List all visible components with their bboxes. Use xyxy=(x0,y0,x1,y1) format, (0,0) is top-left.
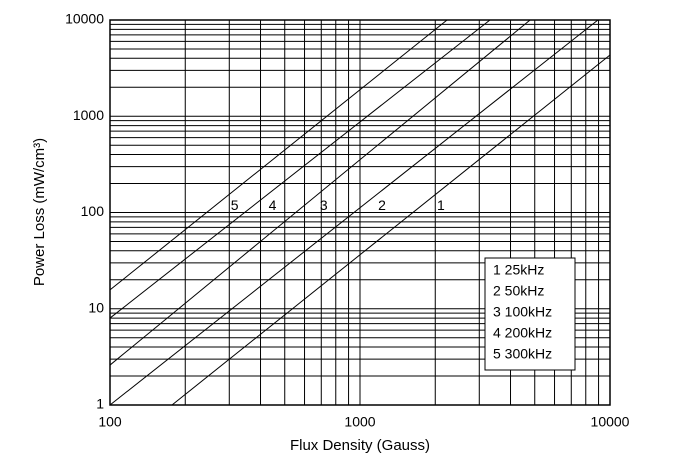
x-tick-label: 10000 xyxy=(591,414,630,430)
curve-label: 2 xyxy=(378,197,386,213)
x-axis-label: Flux Density (Gauss) xyxy=(290,437,430,454)
curve xyxy=(109,19,531,366)
curve-label: 4 xyxy=(269,197,277,213)
curve xyxy=(109,19,599,406)
legend-entry: 4 200kHz xyxy=(493,325,552,341)
y-tick-label: 10000 xyxy=(65,11,104,27)
x-tick-label: 1000 xyxy=(344,414,375,430)
curve xyxy=(109,19,448,291)
y-tick-label: 100 xyxy=(81,203,105,219)
legend-entry: 5 300kHz xyxy=(493,346,552,362)
plot-border xyxy=(109,19,611,406)
legend-entry: 1 25kHz xyxy=(493,262,544,278)
y-tick-label: 1 xyxy=(96,396,104,412)
curve xyxy=(109,19,491,319)
curve-label: 3 xyxy=(320,197,328,213)
y-tick-label: 1000 xyxy=(73,107,104,123)
x-tick-label: 100 xyxy=(98,414,122,430)
curve-label: 1 xyxy=(437,197,445,213)
curve xyxy=(171,54,611,406)
y-tick-label: 10 xyxy=(88,299,104,315)
legend-entry: 3 100kHz xyxy=(493,304,552,320)
legend-entry: 2 50kHz xyxy=(493,283,544,299)
curve-label: 5 xyxy=(231,197,239,213)
y-axis-label: Power Loss (mW/cm³) xyxy=(31,138,48,286)
legend-box xyxy=(484,257,576,371)
